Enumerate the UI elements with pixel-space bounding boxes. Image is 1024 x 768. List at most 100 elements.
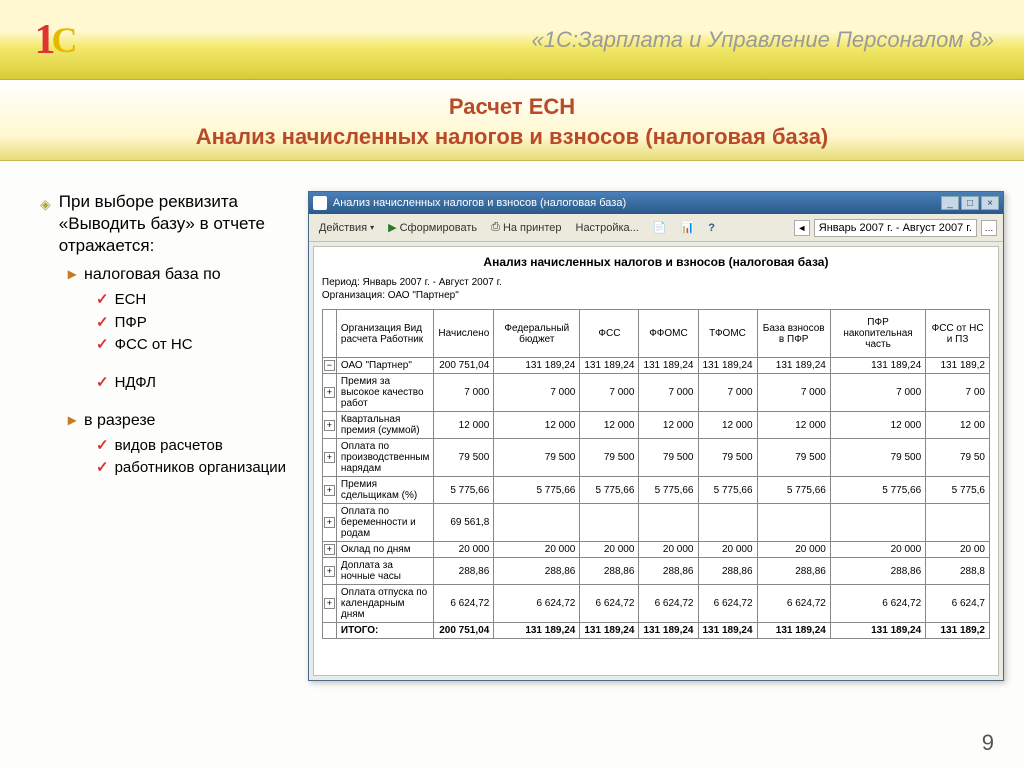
app-window: Анализ начисленных налогов и взносов (на… (308, 191, 1004, 681)
cell-value: 7 000 (639, 374, 698, 412)
row-label: Премия за высокое качество работ (336, 374, 434, 412)
cell-value: 20 000 (757, 542, 830, 558)
cell-value: 6 624,72 (757, 585, 830, 623)
cell-value: 79 500 (830, 439, 925, 477)
row-label: ОАО "Партнер" (336, 358, 434, 374)
actions-menu[interactable]: Действия▾ (315, 220, 378, 236)
cell-value: 6 624,72 (580, 585, 639, 623)
bullet-vid: ✓видов расчетов (96, 436, 288, 456)
cell-value: 288,86 (580, 558, 639, 585)
printer-button[interactable]: ⎙На принтер (487, 219, 565, 236)
cell-value: 5 775,66 (698, 477, 757, 504)
cell-value: 7 000 (434, 374, 494, 412)
table-row: +Квартальная премия (суммой)12 00012 000… (322, 412, 989, 439)
expand-button[interactable]: + (324, 485, 335, 496)
col-header: Организация Вид расчета Работник (336, 310, 434, 358)
total-value: 131 189,2 (926, 623, 990, 639)
cell-value (757, 504, 830, 542)
expand-button[interactable]: + (324, 544, 335, 555)
report-org: Организация: ОАО "Партнер" (322, 290, 990, 301)
row-label: Оплата отпуска по календарным дням (336, 585, 434, 623)
col-header: ТФОМС (698, 310, 757, 358)
row-label: Оклад по дням (336, 542, 434, 558)
minimize-button[interactable]: _ (941, 196, 959, 210)
table-row: +Оклад по дням20 00020 00020 00020 00020… (322, 542, 989, 558)
cell-value: 131 189,24 (698, 358, 757, 374)
settings-button[interactable]: Настройка... (572, 220, 643, 236)
period-dots-button[interactable]: … (981, 220, 997, 236)
cell-value: 6 624,72 (698, 585, 757, 623)
cell-value: 131 189,24 (639, 358, 698, 374)
help-button[interactable]: ? (704, 220, 719, 236)
table-row: +Оплата по производственным нарядам79 50… (322, 439, 989, 477)
table-row: +Оплата отпуска по календарным дням 6 624… (322, 585, 989, 623)
cell-value: 288,86 (434, 558, 494, 585)
tool-icon-2[interactable]: 📊 (677, 219, 699, 236)
cell-value: 12 00 (926, 412, 990, 439)
total-value: 131 189,24 (639, 623, 698, 639)
period-prev-button[interactable]: ◄ (794, 220, 810, 236)
expand-button[interactable]: + (324, 452, 335, 463)
cell-value (494, 504, 580, 542)
bullet-0-text: При выборе реквизита «Выводить базу» в о… (59, 191, 288, 257)
cell-value: 6 624,7 (926, 585, 990, 623)
expand-button[interactable]: + (324, 566, 335, 577)
top-banner: 1 С «1С:Зарплата и Управление Персоналом… (0, 0, 1024, 80)
total-label: ИТОГО: (336, 623, 434, 639)
row-label: Премия сдельщикам (%) (336, 477, 434, 504)
cell-value: 288,8 (926, 558, 990, 585)
cell-value: 79 500 (757, 439, 830, 477)
cell-value (698, 504, 757, 542)
row-label: Доплата за ночные часы (336, 558, 434, 585)
row-label: Квартальная премия (суммой) (336, 412, 434, 439)
window-icon (313, 196, 327, 210)
form-button[interactable]: ▶Сформировать (384, 219, 481, 236)
cell-value: 7 00 (926, 374, 990, 412)
cell-value: 6 624,72 (494, 585, 580, 623)
report-period: Период: Январь 2007 г. - Август 2007 г. (322, 277, 990, 288)
tool-icon-1[interactable]: 📄 (649, 219, 671, 236)
cell-value (830, 504, 925, 542)
cell-value (580, 504, 639, 542)
close-button[interactable]: × (981, 196, 999, 210)
cell-value: 131 189,2 (926, 358, 990, 374)
logo-letter: С (52, 19, 78, 61)
cell-value: 7 000 (757, 374, 830, 412)
col-header: Федеральный бюджет (494, 310, 580, 358)
check-icon: ✓ (96, 313, 109, 333)
period-field[interactable]: Январь 2007 г. - Август 2007 г. (814, 219, 977, 237)
expand-button[interactable]: + (324, 517, 335, 528)
check-icon: ✓ (96, 290, 109, 310)
table-row: +Премия за высокое качество работ7 0007 … (322, 374, 989, 412)
total-row: ИТОГО:200 751,04131 189,24131 189,24131 … (322, 623, 989, 639)
cell-value: 79 500 (698, 439, 757, 477)
arrow-icon: ▸ (68, 265, 76, 286)
expand-button[interactable]: + (324, 420, 335, 431)
maximize-button[interactable]: □ (961, 196, 979, 210)
bullet-1a: ▸ налоговая база по (68, 265, 288, 286)
cell-value: 200 751,04 (434, 358, 494, 374)
check-icon: ✓ (96, 436, 109, 456)
cell-value: 5 775,6 (926, 477, 990, 504)
check-icon: ✓ (96, 335, 109, 355)
cell-value: 7 000 (830, 374, 925, 412)
cell-value: 131 189,24 (494, 358, 580, 374)
cell-value: 12 000 (580, 412, 639, 439)
check-icon: ✓ (96, 458, 109, 478)
cell-value: 79 500 (494, 439, 580, 477)
expand-button[interactable]: + (324, 598, 335, 609)
printer-icon: ⎙ (491, 221, 500, 234)
cell-value: 79 500 (434, 439, 494, 477)
window-titlebar[interactable]: Анализ начисленных налогов и взносов (на… (309, 192, 1003, 214)
slide-title: Расчет ЕСН Анализ начисленных налогов и … (0, 80, 1024, 161)
total-value: 131 189,24 (830, 623, 925, 639)
expand-button[interactable]: − (324, 360, 335, 371)
row-label: Оплата по беременности и родам (336, 504, 434, 542)
expand-button[interactable]: + (324, 387, 335, 398)
col-header: Начислено (434, 310, 494, 358)
bullet-list: ◈ При выборе реквизита «Выводить базу» в… (40, 191, 288, 681)
cell-value: 79 500 (580, 439, 639, 477)
cell-value: 5 775,66 (434, 477, 494, 504)
slide-title-line2: Анализ начисленных налогов и взносов (на… (20, 124, 1004, 150)
cell-value (639, 504, 698, 542)
